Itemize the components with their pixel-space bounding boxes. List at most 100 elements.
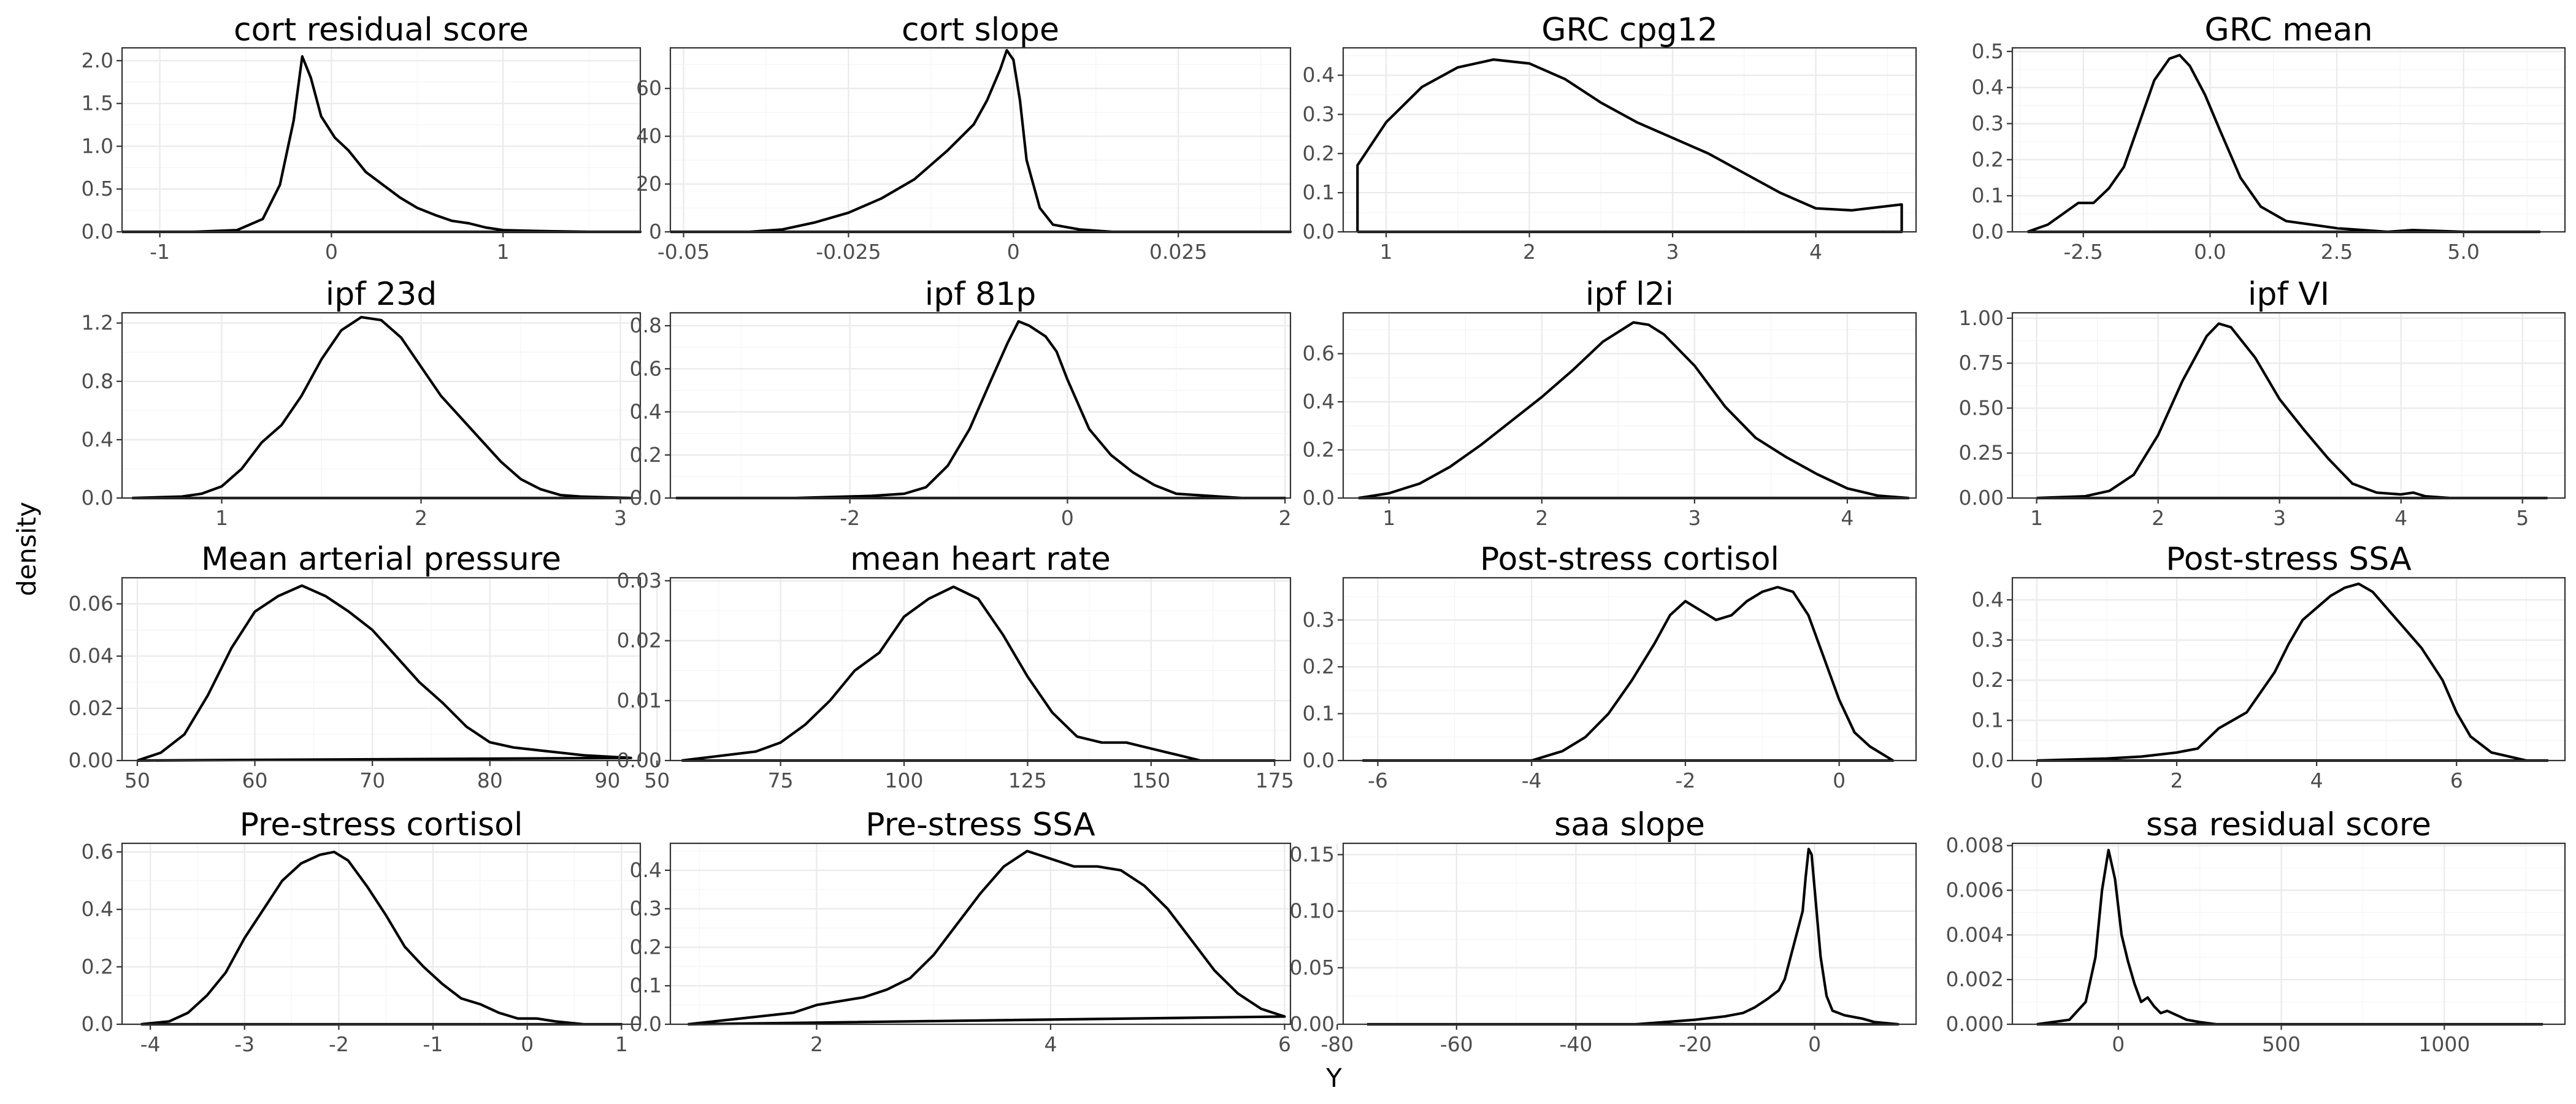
y-tick-label: 0.3 [1303,608,1335,632]
x-axis-title: Y [1325,1063,1342,1093]
x-tick-label: 6 [1278,1032,1291,1056]
x-tick-label: 2.5 [2321,240,2353,264]
x-tick-label: 0 [325,240,338,264]
panel-title: ipf VI [2248,276,2329,313]
x-tick-label: 4 [1841,506,1853,530]
x-tick-label: -4 [140,1032,161,1056]
panel-9: 50 75 100 125 150 175 0.00 0.01 0.02 0.03 mean hea… [617,541,1294,792]
x-tick-label: 2 [415,506,427,530]
panel-title: ipf 81p [925,276,1036,313]
y-tick-label: 20 [636,172,662,196]
density-curve [675,320,1287,500]
density-curve [670,48,1292,234]
panel-1: -0.05 -0.025 0 0.025 0 20 40 60 cort slope [636,12,1292,264]
y-tick-label: 0.4 [1303,63,1335,87]
x-tick-label: 80 [477,769,503,792]
y-tick-label: 0.0 [1303,486,1335,510]
density-curve [2027,53,2541,234]
y-tick-label: 0.004 [1946,922,2004,946]
x-tick-label: 70 [359,769,385,792]
x-tick-label: -2 [840,506,860,530]
panel-title: Pre-stress cortisol [240,807,523,843]
x-tick-label: -3 [234,1032,255,1056]
x-tick-label: -40 [1559,1032,1592,1056]
y-tick-label: 0.6 [1303,342,1335,366]
y-tick-label: 0 [649,220,662,243]
panel-title: ipf 23d [326,276,437,313]
y-tick-label: 0.0 [82,1012,113,1036]
x-tick-label: 1 [497,240,510,264]
y-axis-title: density [12,502,42,596]
x-tick-label: 150 [1132,769,1170,792]
y-tick-label: 0.2 [1972,147,2004,171]
y-tick-label: 0.4 [630,858,662,882]
x-tick-label: -20 [1679,1032,1712,1056]
x-tick-label: -0.025 [816,240,881,264]
y-tick-label: 0.75 [1959,351,2004,375]
y-tick-label: 0.0 [1303,748,1335,772]
panel-title: cort slope [902,12,1059,48]
x-tick-label: 0 [2112,1032,2125,1056]
y-tick-label: 0.0 [630,1012,662,1036]
x-tick-label: 0 [521,1032,534,1056]
x-tick-label: 50 [644,769,670,792]
y-tick-label: 0.0 [82,220,113,243]
panel-title: Post-stress SSA [2166,541,2412,578]
x-tick-label: -60 [1440,1032,1473,1056]
y-tick-label: 60 [636,76,662,100]
panel-title: cort residual score [234,12,529,48]
panel-13: 2 4 6 0.0 0.1 0.2 0.3 0.4 Pre-stress SSA [630,807,1292,1056]
y-tick-label: 0.05 [1290,956,1335,979]
y-tick-label: 0.4 [1972,588,2004,611]
x-tick-label: 75 [768,769,794,792]
x-tick-label: 500 [2262,1032,2301,1056]
x-tick-label: 4 [2310,769,2323,792]
y-tick-label: 0.008 [1946,834,2004,857]
y-tick-label: 0.5 [82,177,113,201]
y-tick-label: 0.00 [1290,1012,1335,1036]
x-tick-label: 0.0 [2194,240,2226,264]
density-curve [2036,582,2549,762]
x-tick-label: 4 [2394,506,2407,530]
y-tick-label: 0.02 [617,629,662,653]
y-tick-label: 1.5 [82,91,113,115]
x-tick-label: 0.025 [1149,240,1207,264]
y-tick-label: 0.3 [630,897,662,921]
x-tick-label: 2 [1535,506,1548,530]
y-tick-label: 0.4 [82,427,113,451]
x-tick-label: 3 [1688,506,1701,530]
density-curve [137,584,632,762]
y-tick-label: 0.2 [1303,141,1335,165]
x-tick-label: 125 [1008,769,1047,792]
panel-border [1342,842,1917,1025]
density-curve [681,585,1276,762]
y-tick-label: 0.3 [1303,102,1335,126]
y-tick-label: 0.1 [1972,708,2004,732]
x-tick-label: 1 [215,506,228,530]
y-tick-label: 0.25 [1959,441,2004,465]
density-curve [2036,322,2548,500]
density-curve [1356,58,1903,234]
x-tick-label: 60 [242,769,268,792]
panel-title: ssa residual score [2146,807,2431,843]
density-curve [140,850,623,1026]
x-tick-label: -80 [1321,1032,1354,1056]
x-tick-label: 0 [1808,1032,1821,1056]
y-tick-label: 0.0 [630,486,662,510]
y-tick-label: 0.1 [1303,180,1335,204]
panel-title: mean heart rate [850,541,1111,578]
panel-title: Pre-stress SSA [865,807,1095,843]
density-curve [1362,586,1895,762]
y-tick-label: 2.0 [82,48,113,72]
density-curve [122,55,642,234]
panel-title: saa slope [1554,807,1705,843]
panel-border [1342,312,1917,499]
x-tick-label: 1 [615,1032,628,1056]
y-tick-label: 0.0 [1303,220,1335,243]
y-tick-label: 0.5 [1972,39,2004,63]
y-tick-label: 0.00 [1959,486,2004,510]
x-tick-label: 1 [1380,240,1393,264]
y-tick-label: 0.2 [1303,438,1335,462]
